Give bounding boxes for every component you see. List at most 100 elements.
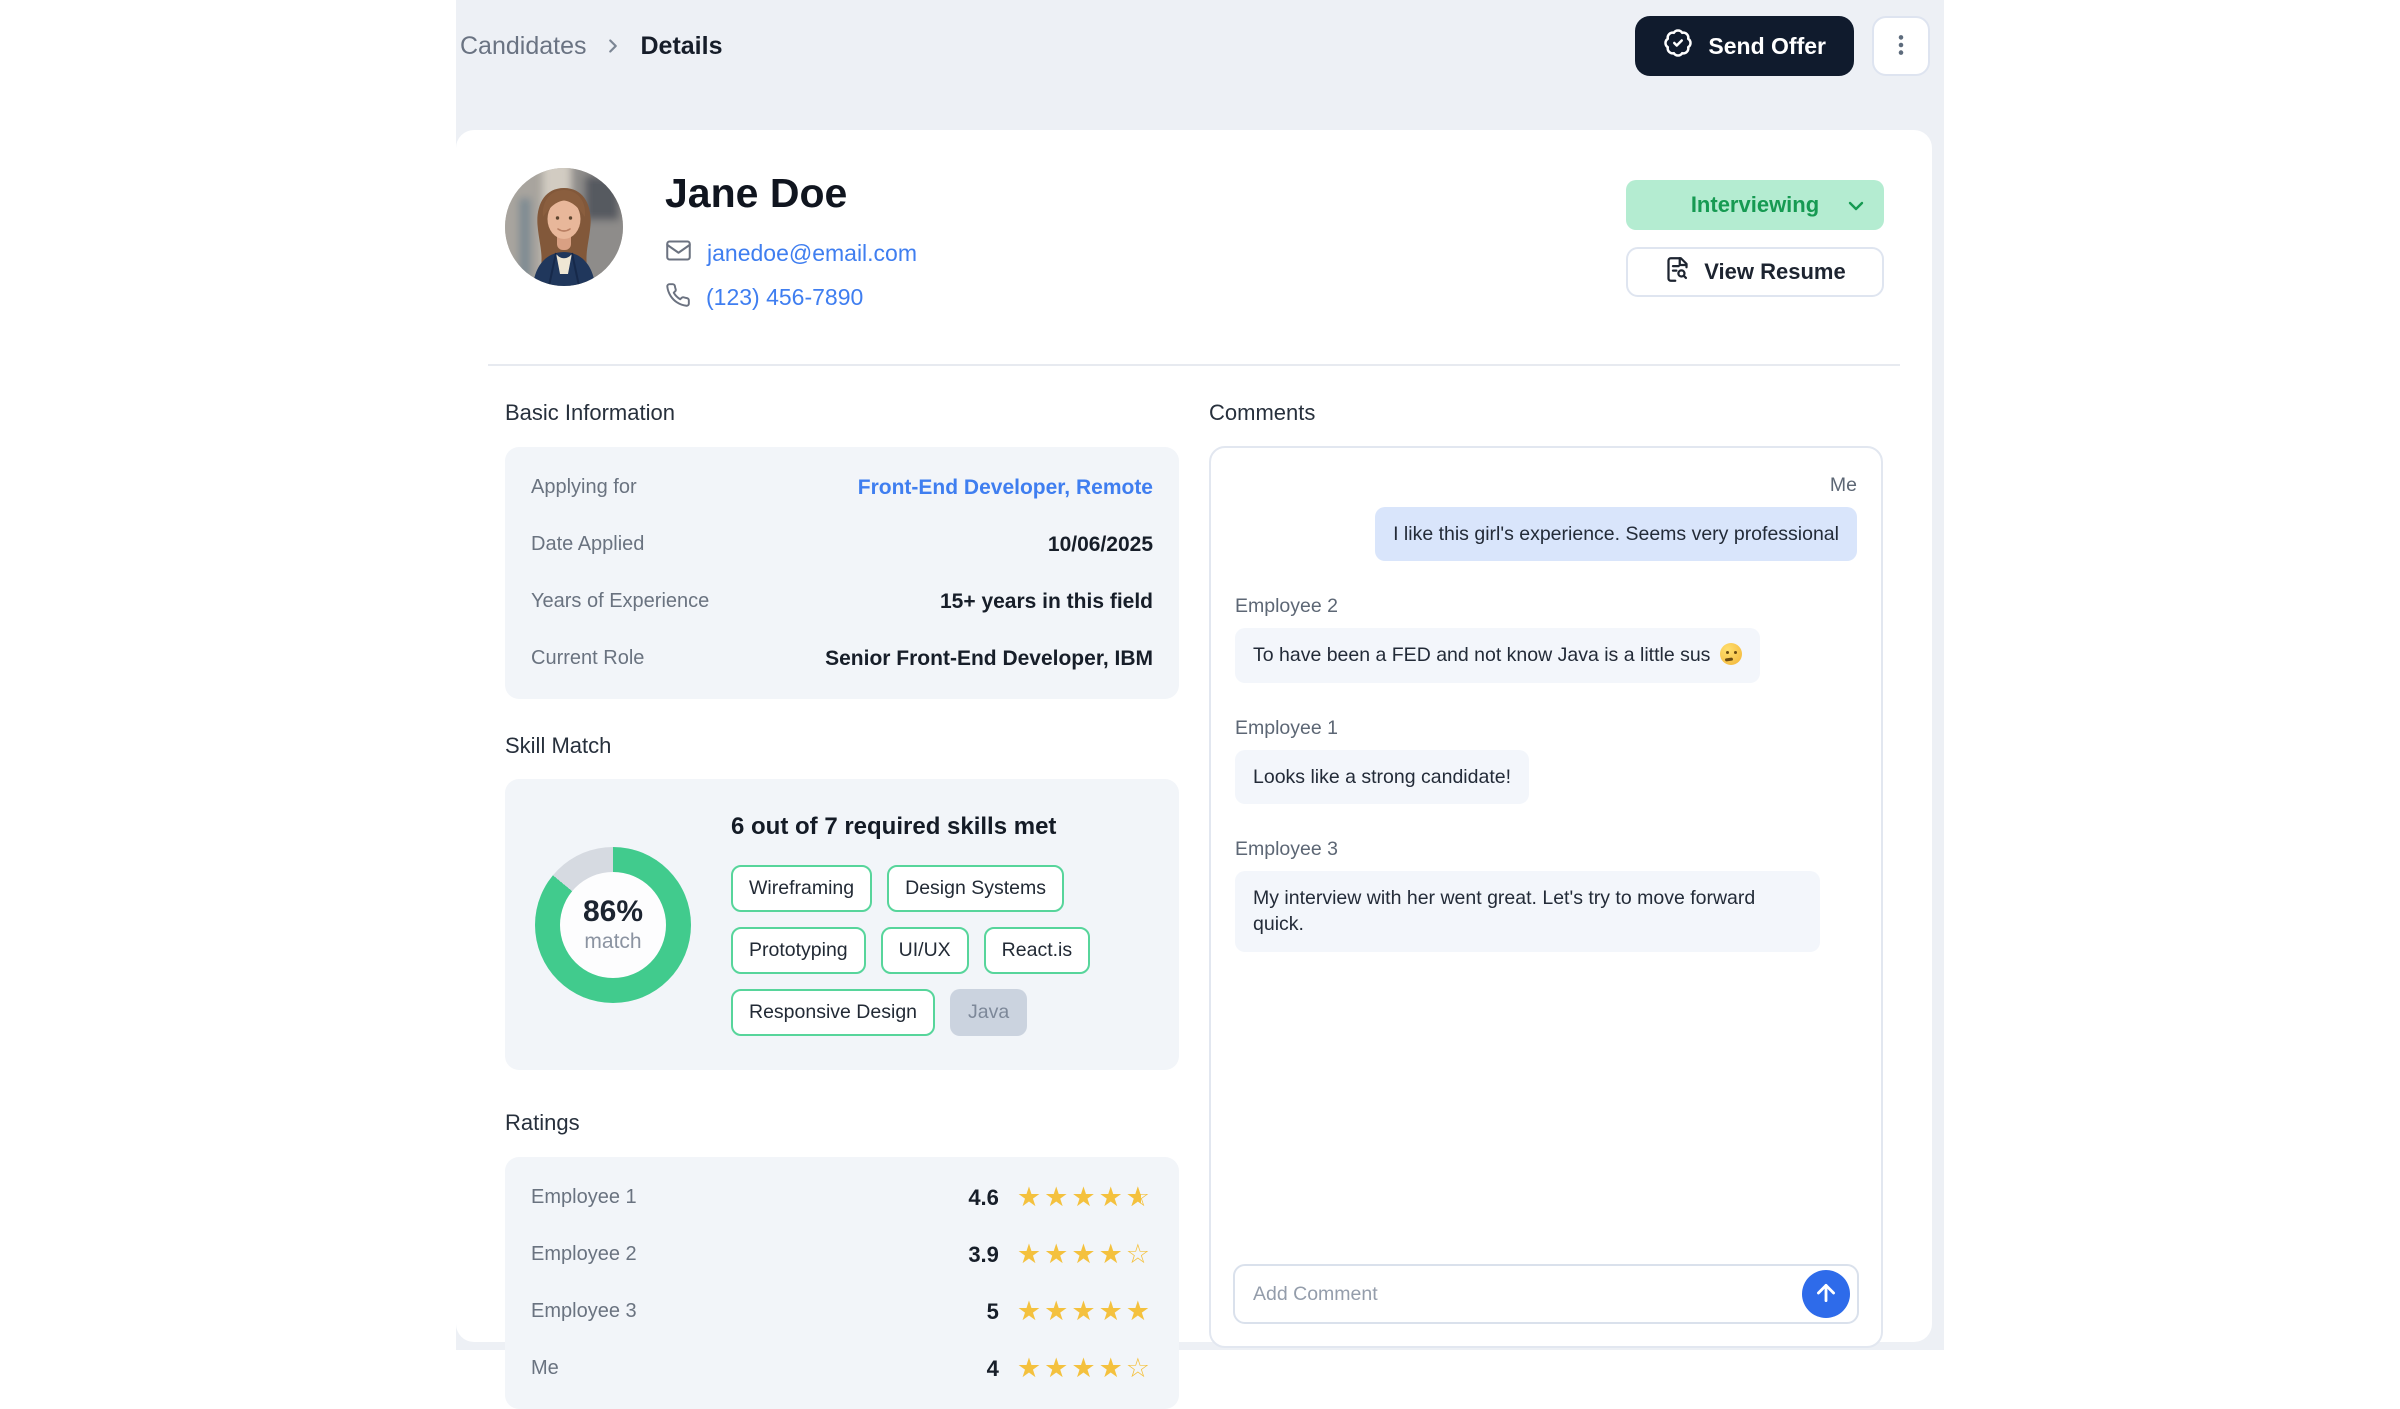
comment-author: Employee 1 bbox=[1235, 716, 1338, 739]
chevron-right-icon bbox=[602, 35, 624, 57]
skill-chip: UI/UX bbox=[880, 927, 969, 974]
status-label: Interviewing bbox=[1690, 192, 1820, 217]
profile-divider bbox=[488, 364, 1900, 366]
comment-messages: Me I like this girl's experience. Seems v… bbox=[1235, 474, 1857, 952]
skill-match-card: 86% match 6 out of 7 required skills met… bbox=[505, 779, 1179, 1070]
topbar-actions: Send Offer bbox=[1635, 16, 1930, 76]
app-region: Candidates Details Send Offer bbox=[456, 0, 1944, 1409]
send-offer-button[interactable]: Send Offer bbox=[1635, 16, 1854, 76]
skill-chip: Prototyping bbox=[731, 927, 866, 974]
profile-header: Jane Doe janedoe@email.com (123) 456-789… bbox=[456, 130, 1932, 326]
breadcrumb-candidates[interactable]: Candidates bbox=[460, 31, 587, 60]
view-resume-button[interactable]: View Resume bbox=[1626, 247, 1884, 297]
info-label: Years of Experience bbox=[531, 590, 710, 612]
star-rating: ★★★★★☆ bbox=[1016, 1182, 1153, 1213]
breadcrumb: Candidates Details bbox=[460, 16, 722, 76]
skill-chip-missing: Java bbox=[950, 989, 1028, 1036]
file-search-icon bbox=[1664, 256, 1691, 289]
right-column: Comments Me I like this girl's experience… bbox=[1209, 366, 1883, 1409]
email-link[interactable]: janedoe@email.com bbox=[707, 239, 918, 266]
profile-actions: Interviewing View Resume bbox=[1626, 180, 1884, 297]
info-label: Date Applied bbox=[531, 533, 645, 555]
match-percent: 86% bbox=[582, 895, 644, 928]
candidate-name: Jane Doe bbox=[665, 170, 848, 216]
rating-row: Me 4 ★★★★☆ bbox=[531, 1340, 1153, 1397]
match-percent-label: match bbox=[584, 930, 642, 953]
add-comment-input[interactable] bbox=[1253, 1282, 1802, 1306]
candidate-detail-card: Jane Doe janedoe@email.com (123) 456-789… bbox=[456, 130, 1932, 1409]
skill-donut: 86% match bbox=[535, 846, 691, 1003]
rating-value: 4 bbox=[986, 1355, 999, 1381]
rating-row: Employee 2 3.9 ★★★★☆ bbox=[531, 1226, 1153, 1283]
info-row: Applying for Front-End Developer, Remote bbox=[531, 459, 1153, 516]
ratings-rows: Employee 14.6★★★★★☆Employee 23.9★★★★☆Emp… bbox=[505, 1157, 1179, 1409]
skill-chip: Wireframing bbox=[731, 865, 873, 912]
rating-row: Employee 3 5 ★★★★★ bbox=[531, 1283, 1153, 1340]
skill-chip: React.is bbox=[983, 927, 1091, 974]
info-row: Date Applied 10/06/2025 bbox=[531, 516, 1153, 573]
profile-info: Jane Doe janedoe@email.com (123) 456-789… bbox=[665, 168, 1626, 326]
info-value: Senior Front-End Developer, IBM bbox=[825, 646, 1153, 670]
more-options-button[interactable] bbox=[1872, 16, 1930, 76]
top-bar: Candidates Details Send Offer bbox=[456, 0, 1944, 130]
comment-author: Employee 3 bbox=[1235, 837, 1338, 860]
comment-bubble: My interview with her went great. Let's … bbox=[1235, 870, 1820, 952]
kebab-menu-icon bbox=[1888, 32, 1914, 61]
rating-value: 4.6 bbox=[968, 1184, 999, 1210]
info-value: 10/06/2025 bbox=[1047, 532, 1153, 556]
skills-met-headline: 6 out of 7 required skills met bbox=[731, 813, 1057, 840]
info-label: Applying for bbox=[531, 476, 637, 498]
comments-title: Comments bbox=[1209, 400, 1316, 425]
skill-match-title: Skill Match bbox=[505, 733, 612, 758]
status-dropdown[interactable]: Interviewing bbox=[1626, 180, 1884, 230]
left-column: Basic Information Applying for Front-End … bbox=[505, 366, 1179, 1409]
view-resume-label: View Resume bbox=[1704, 259, 1846, 284]
info-row: Current Role Senior Front-End Developer, … bbox=[531, 630, 1153, 687]
phone-link[interactable]: (123) 456-7890 bbox=[706, 284, 864, 310]
phone-icon bbox=[665, 282, 691, 313]
rater-name: Employee 1 bbox=[531, 1186, 637, 1208]
avatar bbox=[505, 168, 623, 286]
comment-bubble: To have been a FED and not know Java is … bbox=[1235, 628, 1760, 683]
applying-for-link[interactable]: Front-End Developer, Remote bbox=[857, 475, 1153, 499]
comment-bubble: I like this girl's experience. Seems ver… bbox=[1375, 507, 1857, 562]
comment-message: Employee 2 To have been a FED and not kno… bbox=[1235, 595, 1857, 683]
basic-info-title: Basic Information bbox=[505, 400, 675, 425]
comment-author: Employee 2 bbox=[1235, 595, 1338, 618]
send-comment-button[interactable] bbox=[1802, 1270, 1850, 1318]
ratings-title: Ratings bbox=[505, 1110, 580, 1135]
rater-name: Me bbox=[531, 1357, 559, 1379]
phone-row: (123) 456-7890 bbox=[665, 282, 1626, 313]
mail-icon bbox=[665, 237, 692, 269]
skill-chip: Responsive Design bbox=[731, 989, 936, 1036]
comment-author: Me bbox=[1829, 474, 1857, 496]
skill-chips: Wireframing Design Systems Prototyping UI/U… bbox=[731, 865, 1149, 1036]
arrow-up-icon bbox=[1813, 1280, 1839, 1309]
breadcrumb-details: Details bbox=[640, 31, 723, 60]
star-rating: ★★★★☆ bbox=[1016, 1353, 1153, 1384]
info-row: Years of Experience 15+ years in this fie… bbox=[531, 573, 1153, 630]
info-value: 15+ years in this field bbox=[939, 589, 1153, 613]
email-row: janedoe@email.com bbox=[665, 237, 1626, 269]
basic-info-rows: Applying for Front-End Developer, Remote D… bbox=[505, 447, 1179, 699]
comment-input-bar bbox=[1233, 1264, 1859, 1324]
comment-message: Me I like this girl's experience. Seems v… bbox=[1235, 474, 1857, 562]
content-columns: Basic Information Applying for Front-End … bbox=[456, 366, 1932, 1409]
skill-donut-center: 86% match bbox=[560, 871, 666, 978]
skill-chip: Design Systems bbox=[887, 865, 1064, 912]
send-offer-label: Send Offer bbox=[1708, 32, 1826, 59]
thinking-emoji bbox=[1719, 643, 1742, 666]
star-rating: ★★★★☆ bbox=[1016, 1239, 1153, 1270]
comment-message: Employee 3 My interview with her went gre… bbox=[1235, 838, 1857, 952]
badge-check-icon bbox=[1663, 28, 1693, 64]
rating-value: 5 bbox=[986, 1298, 999, 1324]
rater-name: Employee 3 bbox=[531, 1300, 637, 1322]
comment-message: Employee 1 Looks like a strong candidate! bbox=[1235, 717, 1857, 804]
rater-name: Employee 2 bbox=[531, 1243, 637, 1265]
comments-panel: Me I like this girl's experience. Seems v… bbox=[1209, 446, 1883, 1348]
skill-summary: 6 out of 7 required skills met Wireframi… bbox=[731, 813, 1149, 1036]
info-label: Current Role bbox=[531, 647, 645, 669]
chevron-down-icon bbox=[1844, 194, 1868, 224]
rating-value: 3.9 bbox=[968, 1241, 999, 1267]
comment-bubble: Looks like a strong candidate! bbox=[1235, 749, 1529, 804]
